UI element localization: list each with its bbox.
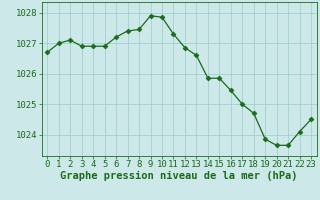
X-axis label: Graphe pression niveau de la mer (hPa): Graphe pression niveau de la mer (hPa)	[60, 171, 298, 181]
